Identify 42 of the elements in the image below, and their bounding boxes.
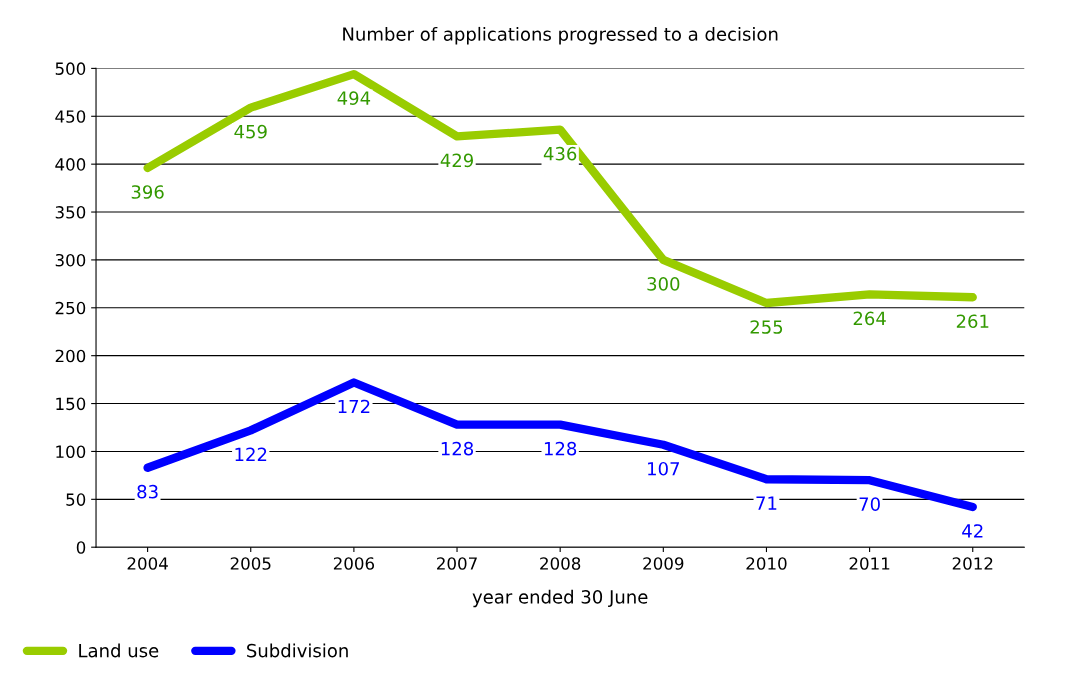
y-tick-label: 0 <box>76 541 86 554</box>
data-label: 494 <box>337 91 371 105</box>
x-tick-label: 2012 <box>952 557 993 570</box>
data-label: 459 <box>234 124 267 139</box>
data-label: 261 <box>956 314 989 329</box>
x-tick-label: 2007 <box>437 557 477 570</box>
x-tick-label: 2009 <box>643 557 684 570</box>
x-tick-label: 2006 <box>333 557 375 570</box>
data-label: 107 <box>648 461 680 476</box>
data-label: 122 <box>235 447 267 461</box>
y-tick-label: 500 <box>55 62 86 75</box>
y-tick-label: 300 <box>55 253 86 267</box>
data-label: 255 <box>750 320 783 334</box>
data-label: 70 <box>859 497 880 511</box>
data-label: 429 <box>440 153 473 168</box>
x-tick-label: 2010 <box>746 557 787 570</box>
y-tick-label: 50 <box>66 493 86 506</box>
x-tick-label: 2005 <box>230 557 271 570</box>
data-label: 264 <box>853 311 886 326</box>
data-label: 128 <box>544 441 577 456</box>
chart-title: Number of applications progressed to a decision <box>343 26 778 45</box>
legend-label: Land use <box>79 643 159 658</box>
data-label: 300 <box>647 277 680 291</box>
x-tick-label: 2008 <box>540 557 581 570</box>
data-label: 42 <box>962 524 983 538</box>
y-tick-label: 250 <box>55 301 86 315</box>
data-label: 83 <box>137 484 158 499</box>
y-tick-label: 450 <box>55 110 86 123</box>
data-label: 172 <box>338 399 370 414</box>
y-tick-label: 400 <box>55 158 86 171</box>
y-tick-label: 100 <box>56 445 86 459</box>
y-tick-label: 200 <box>55 349 86 363</box>
data-label: 436 <box>543 146 577 161</box>
legend-label: Subdivision <box>247 643 348 658</box>
data-label: 396 <box>131 185 164 199</box>
y-tick-label: 350 <box>55 206 86 219</box>
x-tick-label: 2004 <box>127 557 168 570</box>
x-axis-title: year ended 30 June <box>472 589 648 608</box>
x-tick-label: 2011 <box>849 557 890 570</box>
y-tick-label: 150 <box>56 397 86 411</box>
data-label: 128 <box>441 441 474 456</box>
data-label: 71 <box>756 496 777 510</box>
